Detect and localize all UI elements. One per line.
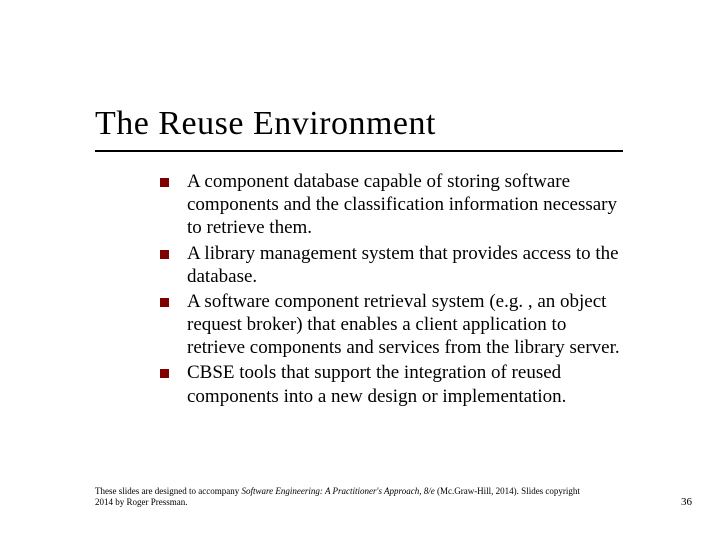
bullet-marker-icon (160, 178, 169, 187)
title-underline (95, 150, 623, 152)
bullet-text: A software component retrieval system (e… (187, 290, 625, 360)
page-number: 36 (681, 496, 692, 508)
bullet-text: A component database capable of storing … (187, 170, 625, 240)
bullet-text: CBSE tools that support the integration … (187, 361, 625, 407)
bullet-item: CBSE tools that support the integration … (160, 361, 625, 407)
bullet-item: A software component retrieval system (e… (160, 290, 625, 360)
slide-title: The Reuse Environment (95, 105, 436, 143)
footer: These slides are designed to accompany S… (95, 486, 595, 509)
bullet-marker-icon (160, 298, 169, 307)
slide-body: A component database capable of storing … (160, 170, 625, 410)
slide: The Reuse Environment A component databa… (0, 0, 720, 540)
bullet-item: A library management system that provide… (160, 242, 625, 288)
bullet-item: A component database capable of storing … (160, 170, 625, 240)
bullet-text: A library management system that provide… (187, 242, 625, 288)
bullet-marker-icon (160, 369, 169, 378)
footer-prefix: These slides are designed to accompany (95, 486, 241, 496)
bullet-marker-icon (160, 250, 169, 259)
footer-italic: Software Engineering: A Practitioner's A… (241, 486, 434, 496)
